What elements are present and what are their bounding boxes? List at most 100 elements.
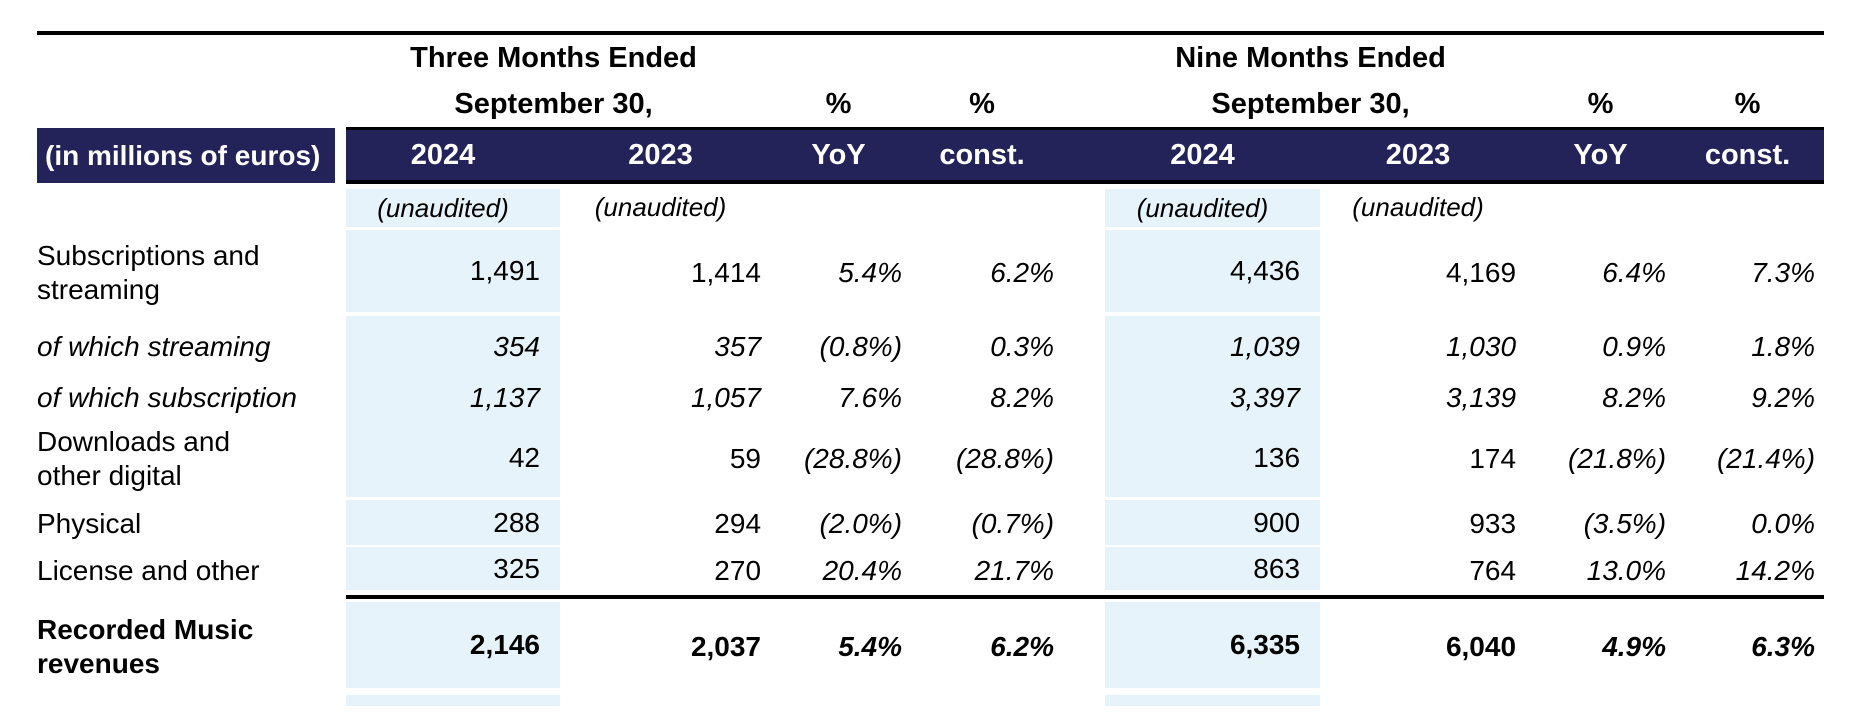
value-cell: 5.4% [838, 257, 903, 288]
value-cell: 1.8% [1751, 330, 1816, 362]
row-label: of which subscription [37, 381, 297, 413]
row-label: Subscriptions and streaming [37, 240, 260, 305]
col-header-const-3m: const. [910, 127, 1081, 184]
col-header-2023-3m: 2023 [560, 127, 776, 184]
value-cell: 0.9% [1602, 330, 1667, 362]
value-cell: 8.2% [990, 381, 1055, 413]
value-cell: 1,039 [1105, 316, 1321, 377]
value-cell: (28.8%) [803, 443, 903, 474]
value-cell: (0.7%) [971, 507, 1055, 539]
value-cell: (21.4%) [1716, 443, 1816, 474]
value-cell: 5.4% [838, 631, 903, 662]
value-cell: 13.0% [1586, 555, 1667, 586]
value-cell: (28.8%) [955, 443, 1055, 474]
unaudited-note-2023-3m: (unaudited) [594, 191, 727, 222]
value-cell: (3.5%) [1583, 507, 1667, 539]
total-rule [346, 595, 1825, 599]
column-header-row: (in millions of euros) 2024 2023 YoY con… [37, 127, 1825, 184]
col-header-const-9m: const. [1680, 127, 1825, 184]
value-cell: 7.6% [838, 381, 903, 413]
row-label: Downloads and other digital [37, 426, 231, 491]
row-label: Recorded Music revenues [37, 614, 254, 679]
value-cell: 270 [714, 555, 762, 586]
value-cell: 933 [1469, 507, 1517, 539]
value-cell: 863 [1105, 547, 1321, 595]
value-cell: 6.2% [990, 631, 1055, 662]
value-cell: 1,414 [690, 257, 762, 288]
row-downloads-other-digital: Downloads and other digital 42 59 (28.8%… [37, 418, 1824, 500]
value-cell: 2,146 [346, 599, 560, 695]
row-label [37, 184, 346, 230]
partial-next-row-strip [37, 695, 1824, 706]
value-cell: 900 [1105, 500, 1321, 547]
col-header-2023-9m: 2023 [1320, 127, 1536, 184]
value-cell: 1,030 [1445, 330, 1517, 362]
period-title-line1: Nine Months Ended [1175, 41, 1446, 74]
row-license-other: License and other 325 270 20.4% 21.7% 86… [37, 547, 1824, 595]
period-title-line2: September 30, [1211, 87, 1410, 120]
period-title-line1: Three Months Ended [410, 41, 697, 74]
value-cell: (0.8%) [819, 330, 903, 362]
unaudited-note-2024-9m: (unaudited) [1105, 184, 1321, 230]
value-cell: 9.2% [1751, 381, 1816, 413]
unaudited-note-2023-9m: (unaudited) [1352, 191, 1484, 222]
period-header-row: Three Months Ended September 30, % % Nin… [37, 35, 1824, 127]
pct-header-const-9m: % [1734, 87, 1761, 120]
row-of-which-subscription: of which subscription 1,137 1,057 7.6% 8… [37, 377, 1824, 418]
header-gap [1080, 35, 1105, 127]
value-cell: (2.0%) [819, 507, 903, 539]
value-cell: 174 [1469, 443, 1517, 474]
value-cell: 294 [714, 507, 762, 539]
value-cell: 6,040 [1445, 631, 1517, 662]
col-header-2024-3m: 2024 [346, 127, 560, 184]
value-cell: 59 [729, 443, 762, 474]
unit-label: (in millions of euros) [37, 127, 346, 184]
value-cell: 288 [346, 500, 560, 547]
value-cell: 7.3% [1751, 257, 1816, 288]
value-cell: 21.7% [974, 555, 1055, 586]
col-header-yoy-3m: YoY [775, 127, 911, 184]
value-cell: 8.2% [1602, 381, 1667, 413]
value-cell: 42 [346, 418, 560, 500]
value-cell: 4,436 [1105, 230, 1321, 316]
shaded-strip-2024-9m [1105, 695, 1321, 706]
value-cell: (21.8%) [1567, 443, 1667, 474]
row-label: License and other [37, 555, 260, 586]
row-label: of which streaming [37, 330, 271, 362]
value-cell: 1,057 [690, 381, 762, 413]
value-cell: 0.0% [1751, 507, 1816, 539]
period-title-line2: September 30, [454, 87, 653, 120]
value-cell: 1,137 [346, 377, 560, 418]
period-header-nine-months: Nine Months Ended September 30, [1105, 35, 1535, 127]
unaudited-row: (unaudited) (unaudited) (unaudited) (una… [37, 184, 1824, 230]
value-cell: 6.4% [1602, 257, 1667, 288]
value-cell: 357 [714, 330, 762, 362]
row-subscriptions-streaming: Subscriptions and streaming 1,491 1,414 … [37, 230, 1824, 316]
value-cell: 4.9% [1602, 631, 1667, 662]
shaded-strip-2024-3m [346, 695, 560, 706]
value-cell: 3,139 [1445, 381, 1517, 413]
unaudited-note-2024-3m: (unaudited) [346, 184, 560, 230]
value-cell: 20.4% [822, 555, 903, 586]
value-cell: 0.3% [990, 330, 1055, 362]
value-cell: 2,037 [690, 631, 762, 662]
value-cell: 6,335 [1105, 599, 1321, 695]
value-cell: 1,491 [346, 230, 560, 316]
value-cell: 14.2% [1735, 555, 1816, 586]
value-cell: 4,169 [1445, 257, 1517, 288]
recorded-music-revenue-table: Three Months Ended September 30, % % Nin… [37, 31, 1825, 706]
pct-header-yoy-3m: % [825, 87, 852, 120]
value-cell: 354 [346, 316, 560, 377]
row-label: Physical [37, 507, 142, 539]
row-physical: Physical 288 294 (2.0%) (0.7%) 900 933 (… [37, 500, 1824, 547]
col-header-gap [1080, 127, 1106, 184]
total-separator-line [37, 595, 1825, 599]
value-cell: 764 [1469, 555, 1517, 586]
col-header-yoy-9m: YoY [1535, 127, 1681, 184]
value-cell: 6.3% [1751, 631, 1816, 662]
pct-header-yoy-9m: % [1587, 87, 1614, 120]
value-cell: 3,397 [1105, 377, 1321, 418]
row-recorded-music-total: Recorded Music revenues 2,146 2,037 5.4%… [37, 599, 1824, 695]
value-cell: 325 [346, 547, 560, 595]
header-spacer [37, 35, 346, 127]
